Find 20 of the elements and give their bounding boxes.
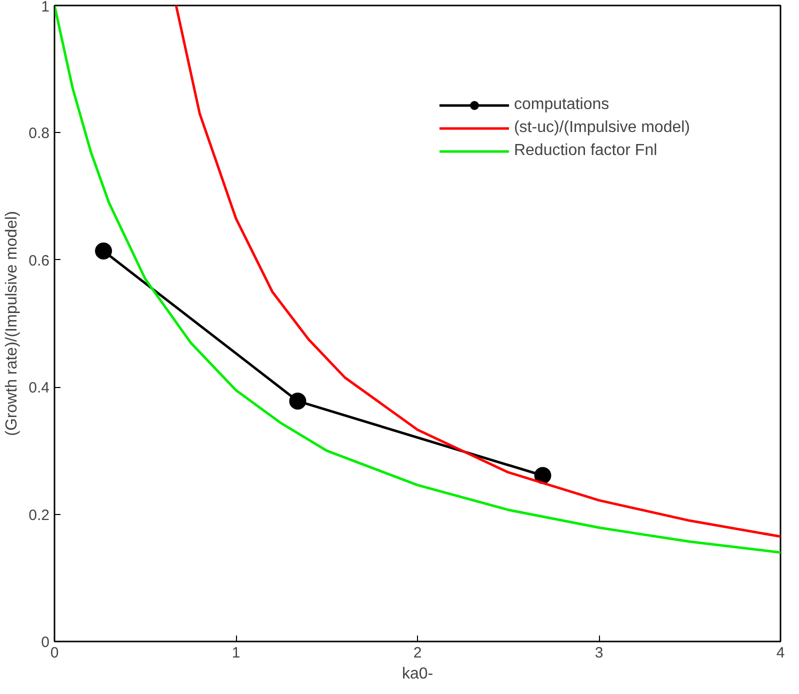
- point: [95, 242, 112, 260]
- x-tick-label: 4: [776, 644, 785, 662]
- x-tick-label: 2: [413, 644, 422, 662]
- x-axis-title: ka0-: [402, 666, 434, 682]
- line-series: [54, 6, 780, 554]
- y-tick-label: 0.4: [28, 380, 50, 397]
- x-tick-label: 1: [232, 644, 240, 662]
- line-series: [174, 6, 780, 538]
- y-tick-label: 0.8: [28, 125, 50, 142]
- y-tick-label: 1: [41, 0, 50, 16]
- point: [534, 467, 552, 484]
- y-tick-label: 0.6: [28, 252, 50, 270]
- legend-label: computations: [514, 96, 610, 114]
- y-tick-label: 0.2: [28, 506, 50, 524]
- legend-label: (st-uc)/(Impulsive model): [514, 119, 690, 137]
- point: [289, 392, 306, 410]
- legend-label: Reduction factor Fnl: [514, 142, 658, 160]
- x-tick-label: 3: [594, 644, 604, 662]
- y-tick-label: 0: [41, 634, 50, 651]
- y-axis-title: (Growth rate)/(Impulsive model): [4, 211, 21, 436]
